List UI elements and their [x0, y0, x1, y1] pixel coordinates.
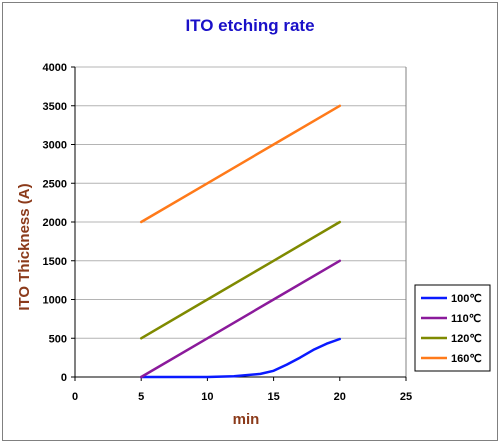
y-tick-label: 2500 [43, 178, 67, 190]
chart-title: ITO etching rate [185, 16, 315, 35]
axes [71, 66, 407, 381]
y-tick-label: 2000 [43, 217, 67, 229]
x-tick-label: 25 [400, 391, 412, 403]
series-line-2 [139, 220, 342, 340]
grid-lines [75, 66, 406, 339]
y-tick-label: 500 [49, 333, 67, 345]
x-tick-label: 0 [72, 391, 78, 403]
x-tick-label: 20 [334, 391, 346, 403]
x-tick-label: 15 [267, 391, 279, 403]
y-tick-label: 3000 [43, 140, 67, 152]
x-axis-label: min [232, 411, 260, 428]
y-tick-label: 3500 [43, 101, 67, 113]
y-tick-label: 0 [61, 372, 67, 384]
series-line-1 [139, 259, 342, 379]
x-tick-label: 10 [201, 391, 213, 403]
x-tick-label: 5 [138, 391, 144, 403]
legend-label-1: 110℃ [451, 313, 481, 325]
legend-box [414, 284, 491, 372]
x-tick-labels: 0 5 10 15 20 25 [72, 391, 412, 403]
legend-label-3: 160℃ [451, 353, 482, 365]
y-tick-labels: 0 500 1000 1500 2000 2500 3000 3500 4000 [43, 62, 67, 384]
y-tick-label: 1500 [43, 256, 67, 268]
legend-label-0: 100℃ [451, 293, 482, 305]
series-line-3 [139, 104, 342, 224]
legend-label-2: 120℃ [451, 333, 482, 345]
legend: 100℃ 110℃ 120℃ 160℃ [414, 284, 491, 372]
series-line-0 [139, 337, 342, 379]
y-tick-label: 4000 [43, 62, 67, 74]
series-lines [139, 104, 342, 379]
y-tick-label: 1000 [43, 295, 67, 307]
